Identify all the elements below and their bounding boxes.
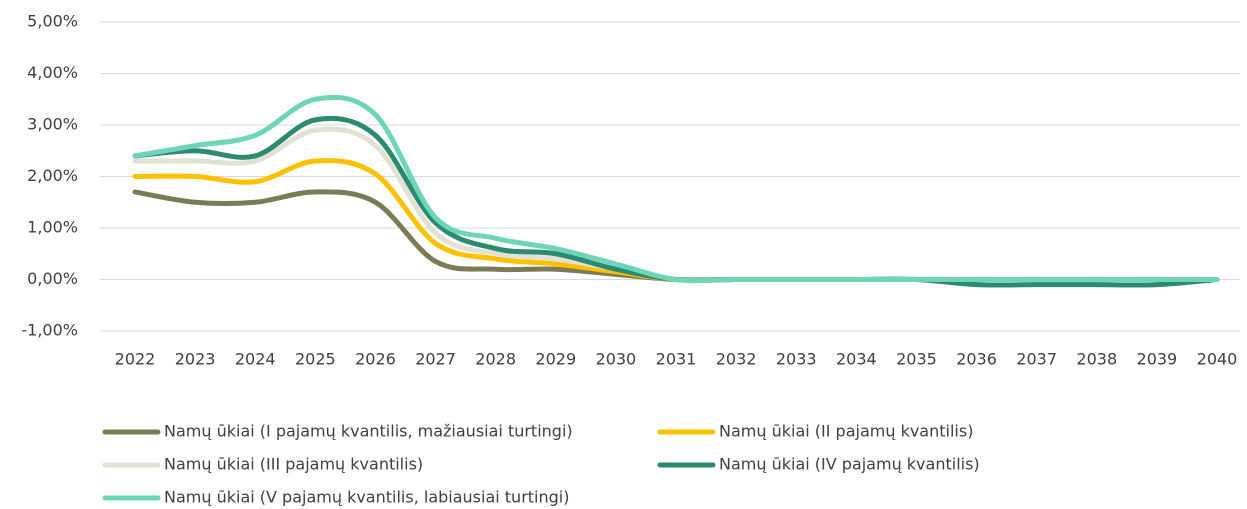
y-tick-label: 1,00% xyxy=(27,218,78,237)
x-tick-label: 2037 xyxy=(1016,350,1057,369)
x-tick-label: 2022 xyxy=(115,350,156,369)
series-line xyxy=(132,158,1220,283)
x-tick-label: 2023 xyxy=(175,350,216,369)
x-tick-label: 2027 xyxy=(415,350,456,369)
series-line xyxy=(132,126,1220,283)
y-tick-label: 0,00% xyxy=(27,269,78,288)
y-tick-label: 4,00% xyxy=(27,63,78,82)
x-tick-label: 2030 xyxy=(596,350,637,369)
x-tick-label: 2028 xyxy=(475,350,516,369)
x-tick-label: 2029 xyxy=(535,350,576,369)
x-tick-label: 2040 xyxy=(1197,350,1238,369)
x-tick-label: 2035 xyxy=(896,350,937,369)
x-tick-label: 2039 xyxy=(1137,350,1178,369)
y-tick-label: 2,00% xyxy=(27,166,78,185)
legend-label: Namų ūkiai (II pajamų kvantilis) xyxy=(719,422,973,441)
y-tick-label: 5,00% xyxy=(27,12,78,31)
x-tick-label: 2034 xyxy=(836,350,877,369)
legend-label: Namų ūkiai (V pajamų kvantilis, labiausi… xyxy=(164,488,569,507)
legend-label: Namų ūkiai (III pajamų kvantilis) xyxy=(164,455,423,474)
legend-label: Namų ūkiai (IV pajamų kvantilis) xyxy=(719,455,980,474)
x-tick-label: 2024 xyxy=(235,350,276,369)
y-tick-label: -1,00% xyxy=(21,321,78,340)
x-tick-label: 2031 xyxy=(656,350,697,369)
x-tick-label: 2038 xyxy=(1076,350,1117,369)
series-line xyxy=(132,115,1220,288)
series-line xyxy=(132,189,1220,283)
legend-label: Namų ūkiai (I pajamų kvantilis, mažiausi… xyxy=(164,422,573,441)
x-tick-label: 2032 xyxy=(716,350,757,369)
x-tick-label: 2033 xyxy=(776,350,817,369)
x-tick-label: 2025 xyxy=(295,350,336,369)
x-tick-label: 2036 xyxy=(956,350,997,369)
y-tick-label: 3,00% xyxy=(27,115,78,134)
x-tick-label: 2026 xyxy=(355,350,396,369)
series-line xyxy=(132,94,1220,284)
